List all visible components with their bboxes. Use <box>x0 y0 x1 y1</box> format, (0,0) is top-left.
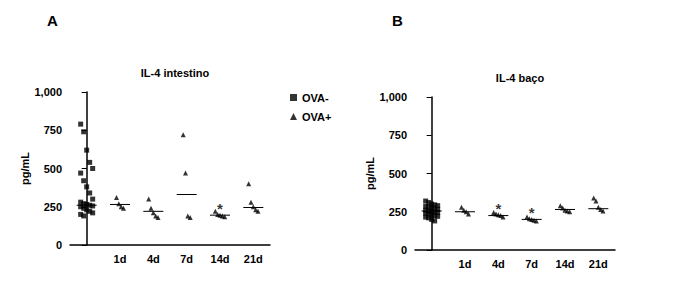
svg-text:4d: 4d <box>492 258 505 270</box>
svg-text:500: 500 <box>44 163 62 175</box>
svg-text:7d: 7d <box>525 258 538 270</box>
svg-text:1d: 1d <box>114 253 127 265</box>
svg-text:750: 750 <box>389 129 407 141</box>
svg-text:21d: 21d <box>589 258 608 270</box>
svg-text:OVA+: OVA+ <box>302 111 331 123</box>
svg-text:*: * <box>529 204 535 221</box>
svg-text:4d: 4d <box>147 253 160 265</box>
svg-text:IL-4 baço: IL-4 baço <box>496 72 545 84</box>
svg-text:750: 750 <box>44 124 62 136</box>
svg-text:1,000: 1,000 <box>379 91 407 103</box>
svg-text:1,000: 1,000 <box>34 86 62 98</box>
svg-text:A: A <box>47 12 58 29</box>
svg-text:pg/mL: pg/mL <box>19 152 31 185</box>
svg-text:0: 0 <box>56 239 62 251</box>
svg-text:21d: 21d <box>244 253 263 265</box>
svg-text:7d: 7d <box>180 253 193 265</box>
svg-text:pg/mL: pg/mL <box>364 157 376 190</box>
svg-text:*: * <box>495 200 501 217</box>
svg-text:IL-4 intestino: IL-4 intestino <box>141 67 210 79</box>
svg-text:500: 500 <box>389 168 407 180</box>
svg-text:250: 250 <box>44 201 62 213</box>
svg-text:14d: 14d <box>556 258 575 270</box>
svg-text:*: * <box>217 200 223 217</box>
svg-text:14d: 14d <box>211 253 230 265</box>
svg-text:B: B <box>392 12 403 29</box>
svg-text:OVA-: OVA- <box>302 92 329 104</box>
svg-text:0: 0 <box>401 244 407 256</box>
svg-text:1d: 1d <box>459 258 472 270</box>
svg-text:250: 250 <box>389 206 407 218</box>
